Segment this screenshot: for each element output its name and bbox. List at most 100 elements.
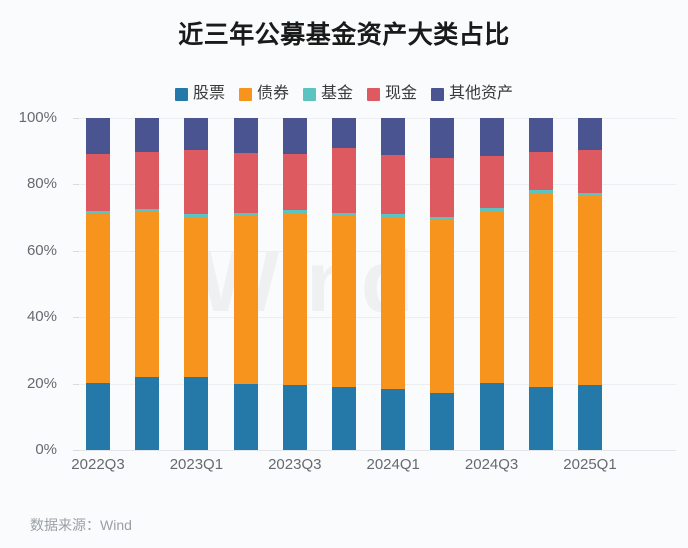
legend-item-label: 基金 [320,85,353,102]
bar-segment-基金 [381,214,406,217]
y-tickmark [73,383,79,385]
bar-segment-基金 [479,208,504,212]
y-axis-tick-label: 20% [26,374,57,392]
bar-segment-股票 [430,393,455,450]
gridline-100% [79,118,676,119]
bar-segment-股票 [184,377,209,450]
bar-segment-基金 [135,208,160,212]
y-tickmark [73,118,79,119]
legend-item-1[interactable]: 债券 [238,86,289,102]
bar-segment-现金 [135,151,160,209]
y-axis-tick-label: 60% [26,241,57,259]
bar-segment-债券 [578,195,602,385]
page-title: 近三年公募基金资产大类占比 [178,21,510,49]
legend-item-label: 其他资产 [449,85,514,102]
y-tickmark [73,317,79,319]
bar-segment-其他资产 [233,118,258,153]
gridline-80% [79,184,676,186]
bar-segment-债券 [479,211,504,384]
y-tickmark [73,184,79,186]
bar-segment-其他资产 [381,118,406,155]
bar-segment-其他资产 [430,118,455,158]
bar-segment-现金 [381,154,406,215]
legend-item-label: 现金 [385,85,418,102]
bar-segment-基金 [578,192,602,196]
legend-item-4[interactable]: 其他资产 [431,86,513,102]
legend-item-label: 股票 [192,85,225,102]
legend-item-3[interactable]: 现金 [367,86,417,102]
bar-segment-债券 [184,217,209,378]
bar-segment-债券 [86,213,110,383]
bar-segment-基金 [430,216,455,220]
bar-segment-其他资产 [86,118,110,154]
legend-item-0[interactable]: 股票 [174,85,225,102]
legend-swatch-icon [238,87,252,101]
y-axis-tick-label: 40% [26,308,57,326]
bar-segment-债券 [282,212,307,385]
bar-segment-股票 [233,384,258,450]
x-axis-tick-label-2024Q3: 2024Q3 [464,456,519,473]
bar-2022Q4[interactable] [135,118,160,450]
bar-2024Q2[interactable] [430,118,455,450]
bar-segment-债券 [430,219,455,394]
bar-segment-基金 [332,212,356,216]
y-tickmark [73,250,79,252]
bar-segment-股票 [282,384,307,450]
bar-segment-其他资产 [479,118,504,157]
bar-segment-股票 [332,386,356,450]
bar-2022Q3[interactable] [86,118,110,450]
bar-segment-股票 [135,377,160,450]
x-axis-tick-label-2022Q3: 2022Q3 [71,456,125,473]
bar-segment-其他资产 [184,118,209,150]
bar-segment-债券 [528,193,553,387]
bar-segment-股票 [578,384,602,450]
bar-segment-现金 [528,151,553,191]
bar-2023Q2[interactable] [233,118,258,450]
bar-segment-债券 [381,216,406,390]
x-axis-tick-label-2025Q1: 2025Q1 [563,456,617,473]
y-axis-tick-label: 100% [18,109,57,126]
gridline-60% [79,250,676,252]
source-note: 数据来源：Wind [30,517,132,533]
bar-2023Q4[interactable] [332,118,356,450]
x-axis-tick-label-2023Q3: 2023Q3 [268,456,322,473]
bar-segment-现金 [430,157,455,217]
bar-2024Q3[interactable] [479,118,504,450]
bar-segment-股票 [479,383,504,450]
bar-segment-其他资产 [332,118,356,149]
chart-legend: 股票 债券 基金 现金 其他资产 [0,82,688,106]
bar-2025Q1[interactable] [578,118,602,450]
bar-segment-现金 [184,149,209,215]
bar-segment-基金 [86,210,110,214]
bar-segment-基金 [528,190,553,194]
bar-segment-现金 [332,148,356,213]
gridline-40% [79,317,676,319]
bar-segment-其他资产 [282,118,307,154]
bar-2023Q1[interactable] [184,118,209,450]
bar-segment-基金 [233,213,258,217]
bar-segment-现金 [86,153,110,211]
gridline-0% [79,450,676,451]
y-tickmark [73,450,79,451]
bar-2023Q3[interactable] [282,118,307,450]
legend-swatch-icon [302,87,316,101]
bar-segment-现金 [282,153,307,210]
bar-segment-债券 [233,216,258,385]
legend-item-2[interactable]: 基金 [302,85,353,102]
bar-2024Q1[interactable] [381,118,406,450]
bar-segment-债券 [135,211,160,378]
bar-2024Q4[interactable] [528,118,553,450]
y-axis-tick-label: 0% [35,441,57,458]
bar-segment-基金 [184,214,209,218]
bar-segment-股票 [86,382,110,450]
gridline-20% [79,383,676,385]
bar-segment-其他资产 [135,118,160,152]
plot-area: 0% 20% 40% 60% 80% 100% [19,109,676,458]
bar-segment-债券 [332,215,356,387]
x-axis-tick-label-2024Q1: 2024Q1 [366,456,420,473]
bar-segment-其他资产 [578,118,602,150]
bar-segment-其他资产 [528,118,553,152]
bar-segment-现金 [479,156,504,209]
bar-segment-基金 [282,209,307,213]
